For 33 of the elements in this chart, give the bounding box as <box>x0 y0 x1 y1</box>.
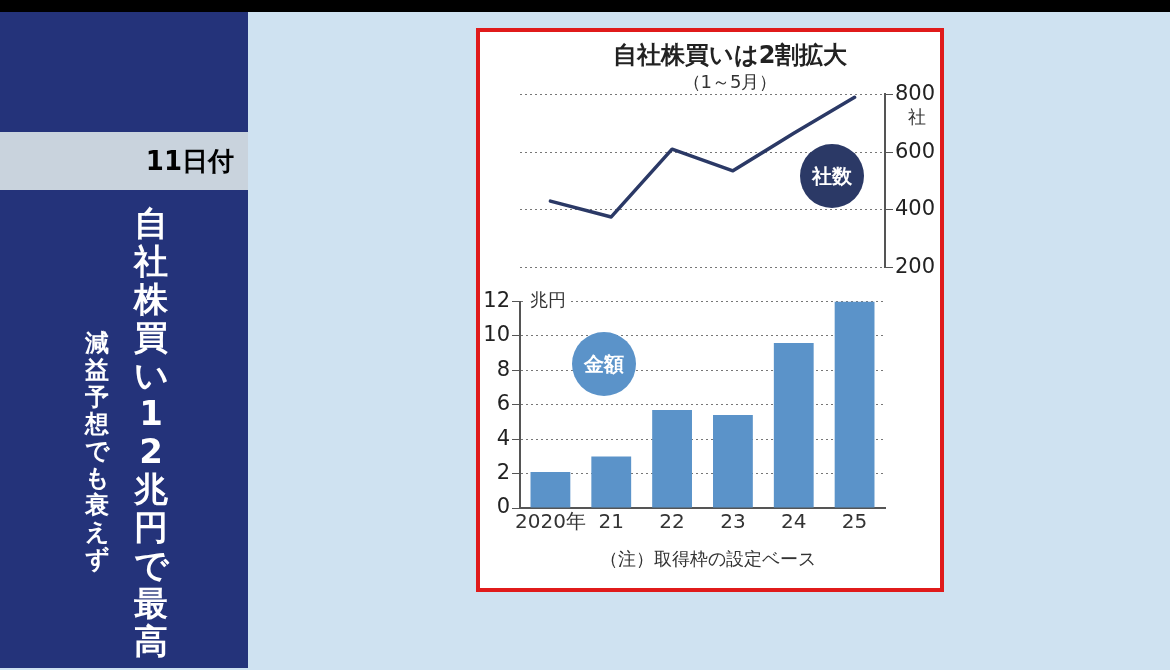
bar <box>530 471 571 508</box>
y-tick-label: 200 <box>895 253 936 278</box>
x-tick-label: 2020年 <box>514 509 586 534</box>
text: （注）取得枠の設定ベース <box>600 547 816 571</box>
x-tick-label: 25 <box>841 509 868 534</box>
y-tick-label: 4 <box>496 425 510 450</box>
x-tick-label: 23 <box>720 509 746 534</box>
text: 減益予想でも衰えず <box>84 329 110 573</box>
annotation: 社数 <box>800 144 864 208</box>
annotation: 金額 <box>572 332 636 396</box>
x-tick-label: 22 <box>659 509 685 534</box>
y-tick-label: 8 <box>496 356 510 381</box>
y-tick-label: 6 <box>496 391 510 416</box>
y-tick-label: 600 <box>895 138 936 163</box>
bar <box>713 415 753 508</box>
y-tick-label: 0 <box>496 494 510 519</box>
y-tick-label: 12 <box>483 288 510 313</box>
bar <box>591 456 632 508</box>
y-tick-label: 2 <box>496 460 510 485</box>
bar <box>652 409 692 508</box>
x-tick-label: 24 <box>781 509 807 534</box>
bar <box>773 342 814 508</box>
y-tick-label: 800 <box>895 80 936 105</box>
y-tick-label: 400 <box>895 196 936 221</box>
text: 11日付 <box>0 132 248 190</box>
bar <box>834 301 875 508</box>
y-axis-title: 兆円 <box>530 289 566 311</box>
chart-subtitle: （1～5月） <box>682 71 778 93</box>
chart-title: 自社株買いは2割拡大 <box>612 40 849 69</box>
chart-title: 自社株買い 12兆円で最高 <box>133 203 169 661</box>
y-axis-title: 社 <box>907 106 926 128</box>
y-tick-label: 10 <box>483 322 510 347</box>
x-tick-label: 21 <box>598 509 624 534</box>
